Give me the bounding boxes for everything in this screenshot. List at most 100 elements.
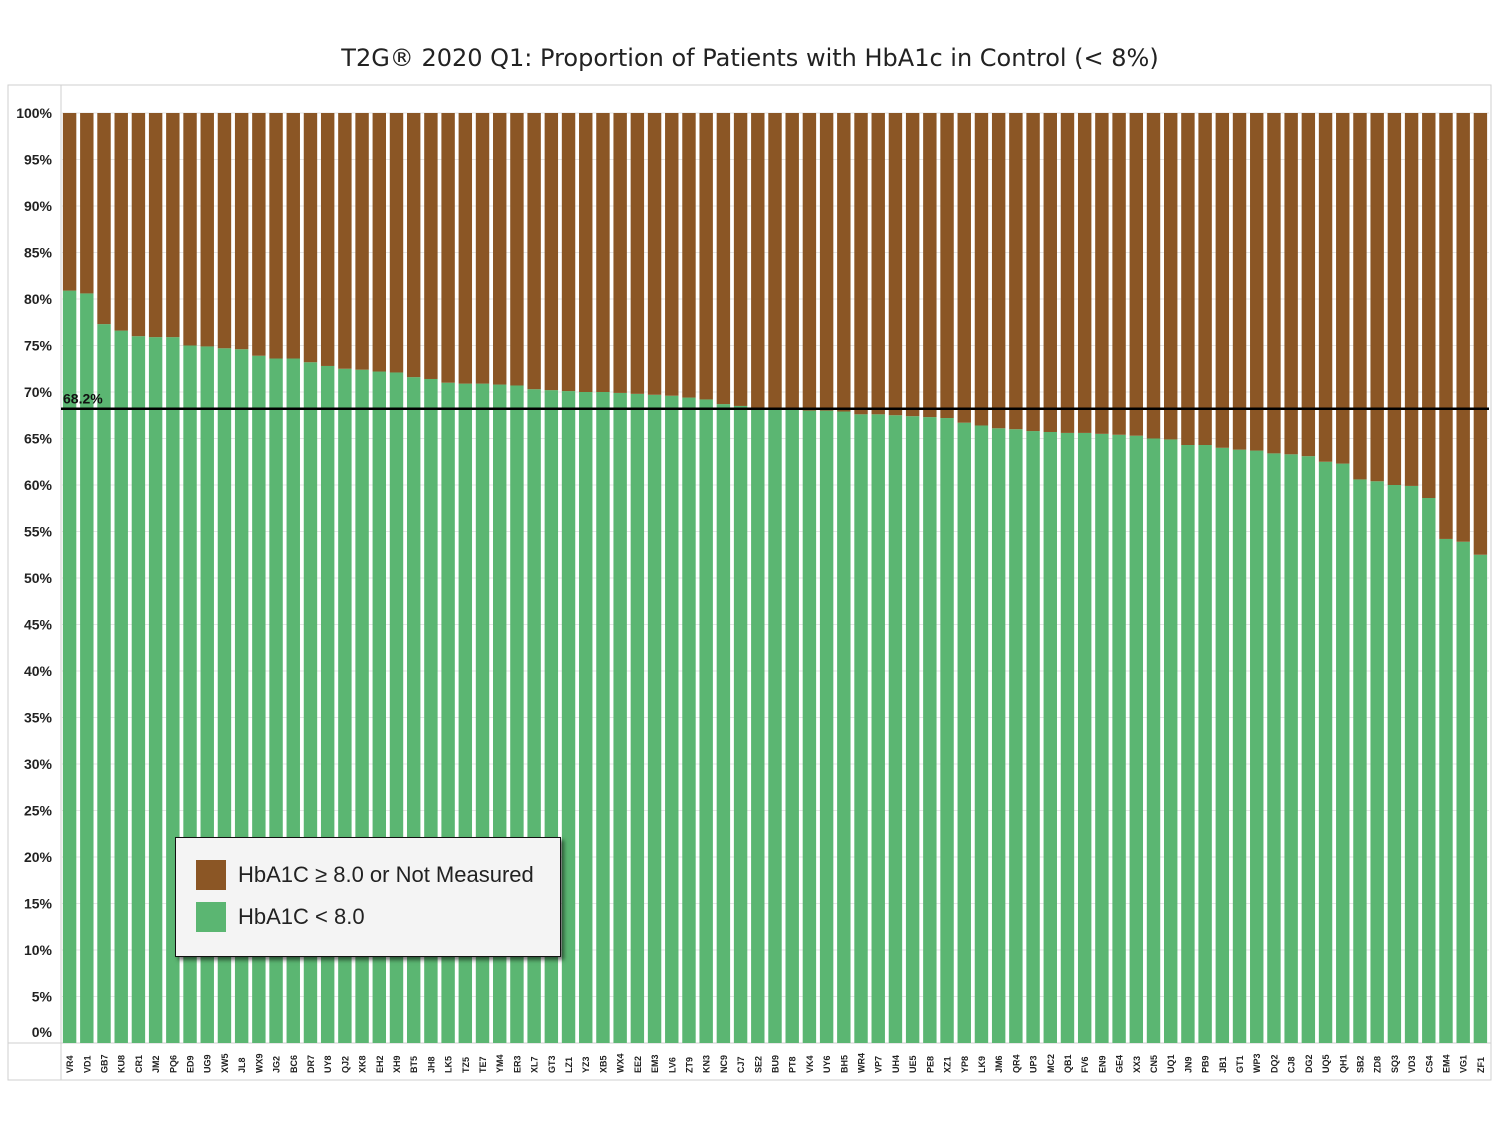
x-tick-label: UY8 [323,1055,333,1073]
plot-border [7,84,1492,1081]
x-tick-label: CJ7 [736,1056,746,1073]
bar-above-8 [217,113,232,349]
legend: HbA1C ≥ 8.0 or Not Measured HbA1C < 8.0 [175,837,561,957]
x-tick-label: BT5 [409,1056,419,1073]
bar-above-8 [699,113,713,400]
bar-below-8 [785,409,799,1043]
bar-below-8 [665,395,679,1044]
x-tick-label: XH9 [392,1055,402,1073]
bar-above-8 [458,113,473,384]
y-tick-label: 80% [24,291,53,307]
bar-below-8 [1077,432,1092,1043]
x-tick-label: EN9 [1097,1055,1107,1073]
x-tick-label: ER3 [512,1055,522,1073]
bar-below-8 [1009,429,1023,1043]
bar-below-8 [1439,538,1453,1043]
bar-above-8 [389,113,404,373]
bar-above-8 [1439,113,1453,539]
legend-item-below: HbA1C < 8.0 [196,902,365,932]
bar-below-8 [148,337,163,1043]
y-axis-ticks: 0% 5% 10% 15% 20% 25% 30% 35% 40% 45% 50% 55% 60% 65%… [16,105,52,1040]
bar-below-8 [1353,479,1367,1043]
x-tick-label: JM6 [994,1055,1004,1073]
bar-below-8 [1181,445,1195,1043]
bar-below-8 [716,404,731,1044]
x-tick-label: EH2 [375,1055,385,1073]
bar-above-8 [1267,113,1281,454]
bar-below-8 [1164,439,1178,1043]
x-tick-label: UE5 [908,1055,918,1073]
x-tick-label: XL7 [530,1056,540,1073]
bar-above-8 [424,113,438,379]
bar-below-8 [1284,454,1298,1043]
bar-below-8 [1026,431,1040,1043]
bar-above-8 [579,113,593,392]
x-tick-label: GB7 [100,1054,110,1073]
bar-above-8 [355,113,369,370]
bar-above-8 [1353,113,1367,480]
x-tick-label: ZF1 [1476,1057,1486,1073]
bar-above-8 [940,113,954,419]
y-tick-label: 95% [24,152,53,168]
bar-above-8 [613,113,627,393]
bar-above-8 [974,113,989,426]
bar-above-8 [1301,113,1316,457]
y-tick-label: 55% [24,524,53,540]
bar-above-8 [905,113,920,417]
bar-below-8 [1232,449,1247,1043]
bar-above-8 [888,113,903,416]
bar-below-8 [1336,463,1350,1043]
y-tick-label: 50% [24,570,53,586]
bar-below-8 [1473,554,1488,1043]
bar-above-8 [561,113,576,392]
bar-below-8 [647,394,662,1043]
bar-below-8 [1404,485,1419,1043]
x-tick-label: WP3 [1252,1053,1262,1073]
bar-above-8 [252,113,266,356]
y-tick-label: 10% [24,942,53,958]
bar-above-8 [1043,113,1057,432]
x-tick-label: KN3 [702,1055,712,1073]
bar-below-8 [613,392,627,1043]
bar-above-8 [234,113,249,350]
reference-line-group: 68.2% [61,391,1489,410]
bar-above-8 [1404,113,1419,486]
x-tick-label: DQ2 [1269,1054,1279,1073]
bar-below-8 [751,407,765,1043]
bar-above-8 [303,113,318,363]
bar-below-8 [579,392,593,1043]
x-tick-label: YM4 [495,1054,505,1073]
x-tick-label: KU8 [117,1055,127,1073]
x-tick-label: UG9 [203,1054,213,1073]
bar-below-8 [1318,461,1333,1043]
x-tick-label: VR4 [65,1055,75,1073]
bar-above-8 [338,113,352,369]
bar-below-8 [1043,431,1057,1043]
x-tick-label: XK8 [358,1055,368,1073]
x-tick-label: ZD8 [1373,1056,1383,1073]
bar-below-8 [733,405,748,1043]
x-tick-label: UH4 [891,1055,901,1073]
bar-below-8 [819,410,834,1044]
x-tick-label: JN9 [1183,1056,1193,1073]
bar-below-8 [1060,432,1075,1043]
bar-above-8 [1215,113,1230,448]
bar-above-8 [991,113,1006,429]
bar-above-8 [596,113,610,392]
bar-above-8 [320,113,335,366]
x-tick-label: VP7 [874,1056,884,1073]
bar-above-8 [716,113,731,405]
x-tick-label: EM4 [1441,1054,1451,1073]
x-tick-label: GE4 [1115,1055,1125,1073]
x-tick-label: LV6 [667,1057,677,1073]
bar-below-8 [114,330,128,1043]
x-tick-label: XX3 [1132,1056,1142,1073]
x-tick-label: TZ5 [461,1057,471,1073]
y-tick-label: 85% [24,245,53,261]
x-tick-label: UY6 [822,1055,832,1073]
bar-below-8 [871,414,885,1043]
x-tick-label: JM2 [151,1055,161,1073]
y-tick-label: 30% [24,756,53,772]
bar-below-8 [1215,447,1230,1043]
bar-above-8 [1026,113,1040,432]
